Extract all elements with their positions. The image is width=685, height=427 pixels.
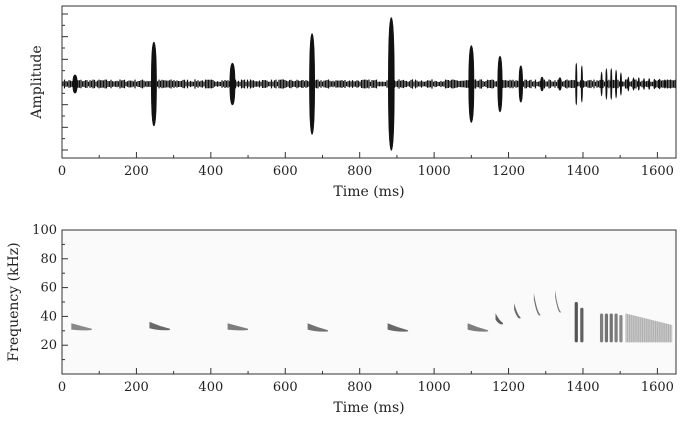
spectrogram-call-3: [307, 323, 329, 332]
spectrogram-marks-group: [71, 290, 673, 343]
waveform-pulse-6: [497, 55, 503, 113]
spectrogram-axes: 0 200 400 600 800 1000 1200 1400 1600 20 40 60 80 100: [32, 223, 674, 395]
waveform-pulse-5: [468, 45, 475, 123]
waveform-pulse-19: [637, 77, 640, 91]
spectrogram-call-8: [533, 293, 541, 316]
waveform-pulse-9: [558, 77, 562, 91]
waveform-x-tick-label-0: 0: [58, 164, 66, 179]
waveform-panel: 0 200 400 600 800 1000 1200 1400 1600 Time (ms) …: [29, 5, 677, 200]
waveform-pulse-20: [642, 78, 645, 90]
waveform-x-tick-label-1000: 1000: [418, 164, 451, 179]
waveform-pulse-22: [653, 78, 656, 90]
spectrogram-click-5: [614, 313, 618, 343]
waveform-pulse-8: [540, 76, 544, 92]
waveform-trace-group: [62, 17, 676, 151]
spectrogram-call-9: [555, 290, 561, 313]
spectrogram-call-4: [387, 323, 409, 332]
waveform-pulse-18: [632, 77, 635, 91]
waveform-x-tick-label-800: 800: [347, 164, 372, 179]
spectrogram-x-tick-label-200: 200: [124, 380, 149, 395]
waveform-pulse-3: [309, 33, 315, 135]
spectrogram-y-tick-label-40: 40: [40, 309, 57, 324]
spectrogram-x-tick-label-400: 400: [198, 380, 223, 395]
waveform-pulse-12: [600, 71, 603, 97]
waveform-x-tick-label-1600: 1600: [641, 164, 674, 179]
spectrogram-x-axis-label: Time (ms): [333, 400, 404, 416]
spectrogram-click-4: [609, 313, 613, 343]
waveform-pulse-0: [72, 74, 78, 94]
spectrogram-x-tick-label-1000: 1000: [418, 380, 451, 395]
waveform-y-axis-label: Amplitude: [29, 45, 45, 119]
waveform-x-tick-label-200: 200: [124, 164, 149, 179]
waveform-pulse-4: [388, 17, 395, 151]
waveform-pulse-11: [580, 65, 583, 103]
waveform-x-tick-label-600: 600: [273, 164, 298, 179]
spectrogram-x-tick-label-1600: 1600: [641, 380, 674, 395]
waveform-pulse-16: [619, 72, 622, 96]
waveform-pulse-2: [229, 62, 236, 106]
spectrogram-x-tick-label-1400: 1400: [566, 380, 599, 395]
spectrogram-x-tick-label-800: 800: [347, 380, 372, 395]
spectrogram-y-tick-label-20: 20: [40, 338, 57, 353]
spectrogram-click-0: [574, 302, 578, 343]
waveform-pulse-24: [663, 79, 666, 89]
waveform-x-axis-label: Time (ms): [333, 184, 404, 200]
waveform-pulse-14: [610, 68, 613, 100]
spectrogram-call-6: [495, 313, 503, 325]
spectrogram-x-tick-label-0: 0: [58, 380, 66, 395]
waveform-x-tick-label-1400: 1400: [566, 164, 599, 179]
spectrogram-call-1: [149, 321, 170, 331]
spectrogram-background: [62, 230, 676, 374]
waveform-pulse-21: [648, 78, 651, 90]
spectrogram-y-tick-label-80: 80: [40, 252, 57, 267]
waveform-pulse-7: [518, 65, 523, 103]
spectrogram-y-tick-label-60: 60: [40, 281, 57, 296]
waveform-pulse-1: [151, 41, 157, 127]
waveform-axes: 0 200 400 600 800 1000 1200 1400 1600: [58, 13, 674, 179]
spectrogram-call-2: [227, 323, 249, 331]
waveform-pulse-23: [658, 78, 661, 90]
spectrogram-x-tick-label-1200: 1200: [492, 380, 525, 395]
spectrogram-click-2: [599, 313, 604, 343]
spectrogram-click-6: [619, 314, 623, 343]
spectrogram-click-1: [580, 307, 584, 343]
waveform-x-tick-label-1200: 1200: [492, 164, 525, 179]
spectrogram-click-3: [604, 313, 609, 343]
spectrogram-x-tick-label-600: 600: [273, 380, 298, 395]
waveform-x-tick-label-400: 400: [198, 164, 223, 179]
spectrogram-call-0: [71, 323, 92, 331]
spectrogram-call-7: [514, 303, 521, 319]
waveform-pulse-10: [575, 62, 578, 106]
waveform-pulse-17: [627, 76, 630, 92]
spectrogram-y-tick-label-100: 100: [32, 223, 57, 238]
spectrogram-call-5: [467, 323, 489, 332]
waveform-pulse-13: [605, 68, 608, 100]
spectrogram-buzz: [625, 313, 673, 343]
spectrogram-panel: 0 200 400 600 800 1000 1200 1400 1600 20 40 60 80 100…: [6, 223, 677, 416]
spectrogram-y-axis-label: Frequency (kHz): [6, 242, 22, 361]
waveform-pulse-15: [615, 69, 618, 99]
